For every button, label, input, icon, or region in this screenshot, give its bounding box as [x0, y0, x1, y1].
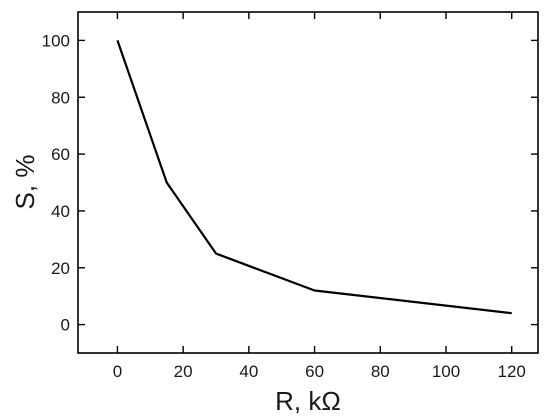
series-line: [116, 40, 512, 315]
x-tick-label: 0: [113, 362, 122, 381]
x-tick-label: 100: [432, 362, 460, 381]
y-tick-label: 0: [61, 316, 70, 335]
x-tick-label: 120: [498, 362, 526, 381]
x-tick-label: 20: [174, 362, 193, 381]
y-axis-title: S, %: [10, 155, 40, 210]
y-tick-label: 80: [51, 88, 70, 107]
y-tick-label: 100: [42, 31, 70, 50]
x-axis-title: R, kΩ: [275, 386, 341, 416]
series-layer: [116, 40, 512, 315]
x-tick-label: 60: [305, 362, 324, 381]
x-tick-label: 40: [239, 362, 258, 381]
y-axis-ticks: 0 20 40 60 80 100: [42, 31, 538, 335]
x-tick-label: 80: [371, 362, 390, 381]
y-tick-label: 60: [51, 145, 70, 164]
y-tick-label: 20: [51, 259, 70, 278]
plot-frame: [77, 11, 539, 354]
y-tick-label: 40: [51, 202, 70, 221]
x-axis-ticks: 0 20 40 60 80 100 120: [113, 12, 526, 381]
